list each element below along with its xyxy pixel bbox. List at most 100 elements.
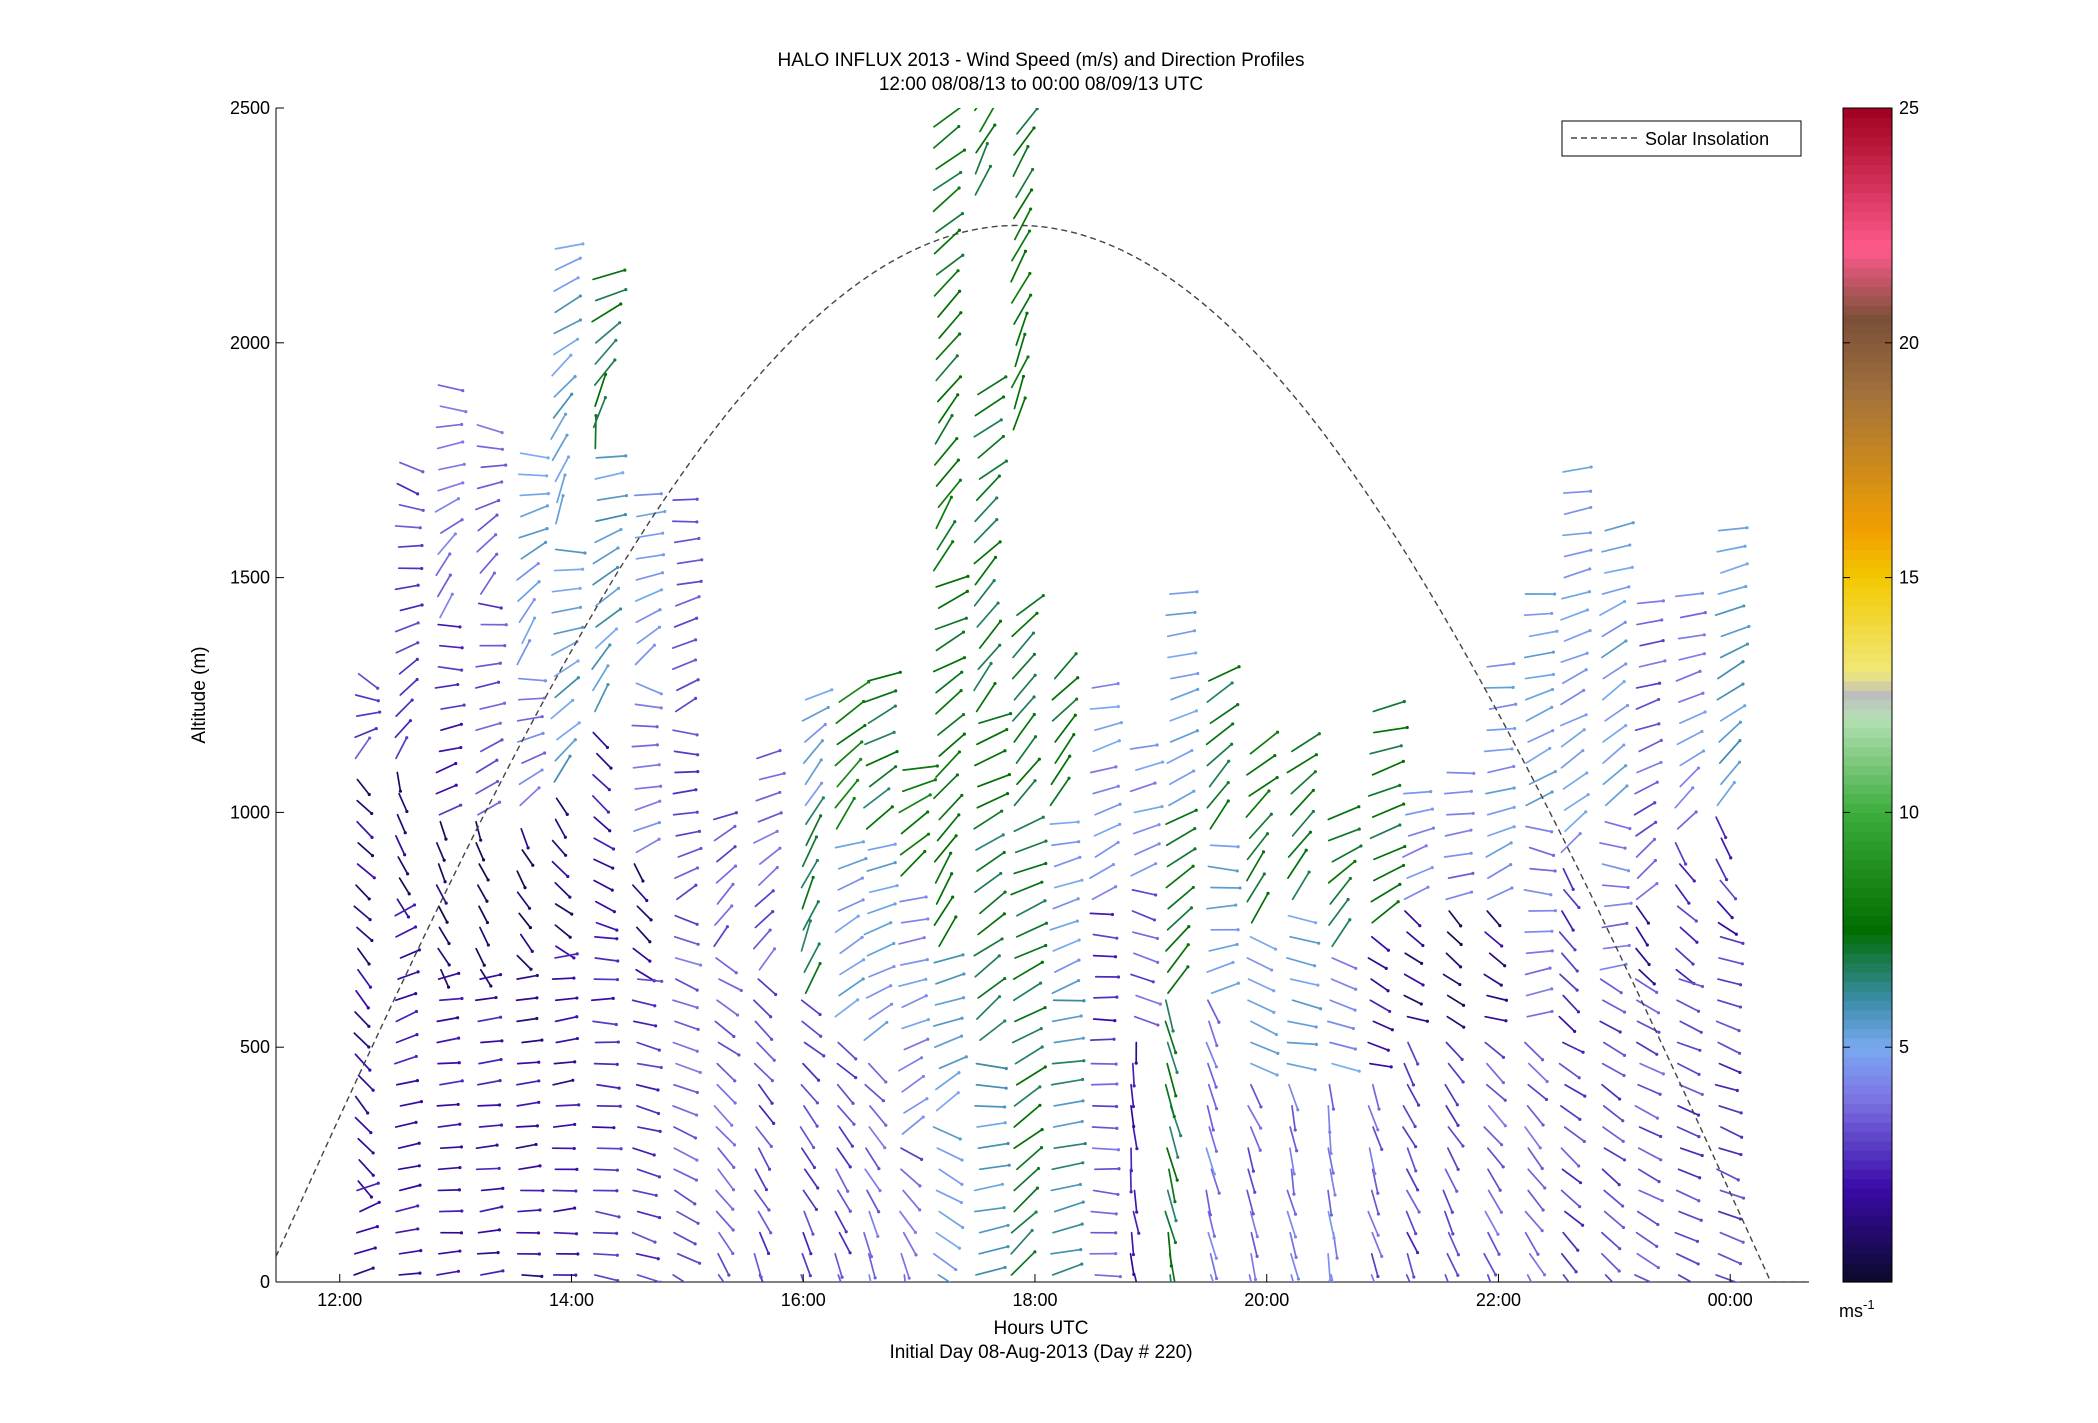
wind-barb [1601,1168,1621,1186]
wind-barb [1370,1274,1376,1282]
wind-barb-tip [1461,1080,1465,1084]
wind-barb [1528,1252,1546,1276]
wind-barb [1603,1210,1625,1229]
wind-barb [1167,966,1189,995]
wind-barb-tip [615,1231,619,1236]
wind-barb-tip [1187,925,1191,929]
wind-barb-tip [1293,1235,1298,1239]
colorbar-band [1843,906,1892,917]
wind-barb [1289,789,1315,816]
wind-barb [977,376,1007,396]
colorbar-band [1843,934,1892,945]
wind-barb-tip [1658,681,1662,685]
wind-barb-tip [407,892,411,896]
wind-barb-tip [500,738,504,742]
wind-barb-tip [925,1097,929,1101]
wind-barb-tip [1186,965,1190,969]
wind-barb-tip [1217,1020,1221,1024]
wind-barb-tip [1617,1183,1621,1187]
wind-barb-tip [778,846,782,850]
wind-barb-tip [816,1186,820,1190]
wind-barb-tip [1003,890,1007,894]
wind-barb-tip [657,1216,662,1220]
wind-barb [1560,689,1585,706]
wind-barb [1052,999,1085,1002]
wind-barb [1010,250,1027,283]
wind-barb [1367,1210,1379,1237]
colorbar-band [1843,1056,1892,1067]
wind-barb [593,879,614,891]
wind-barb-tip [1275,1073,1279,1077]
wind-barb [1013,713,1036,743]
wind-barb-tip [1699,1030,1703,1034]
wind-barb-tip [659,784,663,788]
wind-barb-tip [1421,943,1425,948]
colorbar-band [1843,417,1892,428]
wind-barb-tip [1002,850,1006,855]
wind-barb-tip [1739,1111,1743,1115]
wind-barb-tip [1548,746,1552,750]
wind-barb [1049,821,1080,825]
wind-barb-tip [1193,827,1197,831]
wind-barb-tip [1006,1223,1010,1227]
wind-barb-tip [1196,687,1200,691]
wind-barb [594,683,609,713]
wind-barb-tip [1742,604,1746,608]
wind-barb-tip [1314,753,1318,757]
colorbar-band [1843,549,1892,560]
wind-barb [1563,1126,1586,1143]
wind-barb-tip [696,942,700,946]
colorbar-tick-label: 15 [1899,568,1919,588]
colorbar-band [1843,173,1892,184]
wind-barb-tip [1226,799,1230,803]
wind-barb [1010,1211,1037,1234]
wind-barb-tip [815,1101,819,1105]
wind-barb [1089,1038,1115,1042]
wind-barb-tip [1581,748,1585,753]
wind-barb [1166,1041,1178,1074]
wind-barb-tip [964,616,968,620]
wind-barb-tip [1501,1055,1506,1059]
wind-barb-tip [1003,1105,1007,1109]
wind-barb [1604,785,1628,807]
wind-barb-tip [814,1207,819,1212]
wind-barb [1719,704,1746,722]
colorbar-band [1843,220,1892,231]
x-tick-label: 20:00 [1244,1290,1289,1310]
wind-barb-tip [1116,975,1121,979]
wind-barb-tip [1275,775,1279,780]
wind-barb-tip [1589,505,1593,510]
wind-barb-tip [1588,489,1593,493]
wind-barb-tip [611,847,616,851]
wind-barb [1524,1231,1539,1256]
wind-barb [935,1231,961,1250]
wind-barb-tip [1501,1165,1505,1169]
wind-barb [1717,999,1742,1008]
wind-barb-tip [998,619,1003,623]
wind-barb [356,799,373,815]
wind-barb [1636,761,1662,774]
wind-barb [1599,963,1627,971]
wind-barb-tip [1026,355,1030,359]
wind-barb [553,660,579,678]
colorbar-band [1843,577,1892,588]
wind-barb-tip [445,920,449,924]
wind-barb-tip [1663,659,1667,663]
wind-barb [804,759,823,786]
wind-barb [1092,954,1117,958]
wind-barb-tip [1376,1274,1380,1279]
wind-barb-tip [1034,1210,1038,1214]
wind-barb-tip [1412,1275,1416,1279]
wind-barb-tip [1156,960,1160,964]
wind-barb-tip [1004,375,1008,379]
wind-barb-tip [696,770,700,774]
wind-barb [978,1224,1009,1234]
wind-barb-tip [696,753,700,757]
wind-barb [593,1062,619,1066]
wind-barb-tip [537,1252,541,1256]
wind-barb [1720,562,1749,574]
wind-barb-tip [605,745,610,750]
wind-barb-tip [575,1015,579,1019]
wind-barb-tip [770,1037,774,1041]
wind-barb [1444,1083,1459,1106]
